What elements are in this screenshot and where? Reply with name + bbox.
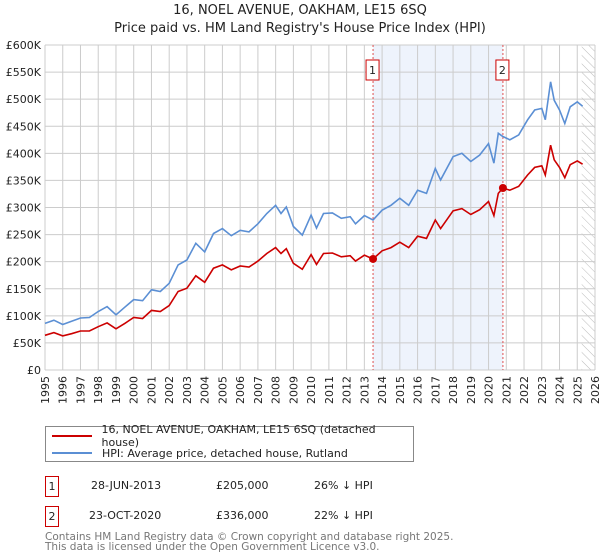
x-tick-label: 2021 xyxy=(500,376,513,404)
transaction-row: 2 23-OCT-2020 £336,000 22% ↓ HPI xyxy=(45,506,445,527)
legend-swatch-red xyxy=(52,435,92,437)
x-tick-label: 2000 xyxy=(128,376,141,404)
sale-marker-box xyxy=(495,59,510,81)
x-tick-label: 2011 xyxy=(323,376,336,404)
x-tick-label: 2001 xyxy=(145,376,158,404)
x-tick-label: 2023 xyxy=(536,376,549,404)
footer-licence: This data is licensed under the Open Gov… xyxy=(45,541,380,553)
sale-marker-label: 2 xyxy=(499,64,506,77)
plot-area: 1995 1996 1997 1998 1999 2000 2001 2002 2003 2004… xyxy=(6,39,600,404)
transaction-price: £336,000 xyxy=(216,509,269,522)
x-tick-label: 2016 xyxy=(412,376,425,404)
x-tick-label: 2025 xyxy=(571,376,584,404)
legend-item-hpi: HPI: Average price, detached house, Rutl… xyxy=(52,445,348,461)
x-tick-label: 1995 xyxy=(39,376,52,404)
marker-badge: 1 xyxy=(45,476,59,497)
y-tick-label: £50K xyxy=(13,337,42,350)
y-tick-label: £0 xyxy=(27,364,41,377)
y-tick-label: £500K xyxy=(6,93,42,106)
x-tick-label: 2008 xyxy=(270,376,283,404)
y-tick-label: £200K xyxy=(6,256,42,269)
x-tick-label: 2022 xyxy=(518,376,531,404)
legend-label: HPI: Average price, detached house, Rutl… xyxy=(102,446,348,460)
x-tick-label: 2014 xyxy=(376,376,389,404)
chart-title: 16, NOEL AVENUE, OAKHAM, LE15 6SQ xyxy=(173,3,427,18)
footer-copyright: Contains HM Land Registry data © Crown c… xyxy=(45,531,454,543)
x-tick-label: 2015 xyxy=(394,376,407,404)
transaction-hpi-diff: 26% ↓ HPI xyxy=(314,479,373,492)
x-tick-label: 2009 xyxy=(287,376,300,404)
sale-point xyxy=(369,254,378,263)
x-tick-label: 2019 xyxy=(465,376,478,404)
x-tick-label: 2013 xyxy=(358,376,371,404)
x-tick-label: 1996 xyxy=(57,376,70,404)
sale-marker-label: 1 xyxy=(369,64,376,77)
y-tick-label: £150K xyxy=(6,283,42,296)
x-tick-label: 2004 xyxy=(199,376,212,404)
sale-marker-box xyxy=(365,59,380,81)
y-tick-label: £300K xyxy=(6,202,42,215)
x-tick-label: 2018 xyxy=(447,376,460,404)
x-tick-label: 2024 xyxy=(554,376,567,404)
y-tick-label: £350K xyxy=(6,174,42,187)
x-tick-label: 1998 xyxy=(92,376,105,404)
x-tick-label: 2007 xyxy=(252,376,265,404)
x-tick-label: 2012 xyxy=(341,376,354,404)
x-tick-label: 2020 xyxy=(483,376,496,404)
transaction-date: 28-JUN-2013 xyxy=(91,479,162,492)
legend-swatch-blue xyxy=(52,452,92,454)
transaction-price: £205,000 xyxy=(216,479,269,492)
x-tick-label: 2003 xyxy=(181,376,194,404)
x-tick-label: 1997 xyxy=(74,376,87,404)
x-tick-label: 2006 xyxy=(234,376,247,404)
transaction-row: 1 28-JUN-2013 £205,000 26% ↓ HPI xyxy=(45,476,445,497)
chart-subtitle: Price paid vs. HM Land Registry's House … xyxy=(114,21,486,36)
marker-badge: 2 xyxy=(45,506,59,527)
legend-item-property: 16, NOEL AVENUE, OAKHAM, LE15 6SQ (detac… xyxy=(52,423,413,449)
y-tick-label: £450K xyxy=(6,120,42,133)
footer: Contains HM Land Registry data © Crown c… xyxy=(45,531,454,553)
x-tick-label: 2026 xyxy=(589,376,600,404)
y-tick-label: £550K xyxy=(6,66,42,79)
y-tick-label: £250K xyxy=(6,229,42,242)
x-tick-label: 2005 xyxy=(216,376,229,404)
x-tick-label: 2010 xyxy=(305,376,318,404)
transaction-hpi-diff: 22% ↓ HPI xyxy=(314,509,373,522)
x-tick-label: 1999 xyxy=(110,376,123,404)
property-series-line xyxy=(44,145,584,337)
x-tick-label: 2017 xyxy=(429,376,442,404)
legend-label: 16, NOEL AVENUE, OAKHAM, LE15 6SQ (detac… xyxy=(101,423,376,449)
y-tick-label: £100K xyxy=(6,310,42,323)
transaction-date: 23-OCT-2020 xyxy=(89,509,162,522)
x-tick-label: 2002 xyxy=(163,376,176,404)
sale-point xyxy=(498,184,507,192)
legend: 16, NOEL AVENUE, OAKHAM, LE15 6SQ (detac… xyxy=(45,423,414,462)
y-tick-label: £600K xyxy=(6,39,42,52)
y-tick-label: £400K xyxy=(6,147,42,160)
hpi-series-line xyxy=(44,81,584,326)
